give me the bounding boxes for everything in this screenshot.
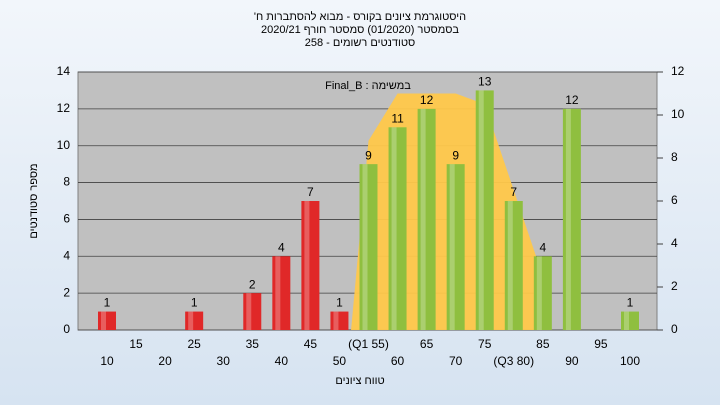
bar: [446, 164, 465, 330]
y2-tick-label: 0: [671, 322, 678, 336]
y-axis-label: מספר סטודנטים: [28, 163, 40, 238]
bar: [504, 201, 523, 330]
y2-tick-label: 8: [671, 150, 678, 164]
bar-highlight: [478, 90, 484, 330]
bar: [272, 256, 291, 330]
x-axis-label: טווח ציונים: [335, 375, 384, 387]
x-tick-label: 45: [304, 337, 318, 351]
y-tick-label: 12: [57, 101, 71, 115]
x-tick-label: 25: [187, 337, 201, 351]
x-tick-label: 100: [620, 354, 640, 368]
x-tick-label: 20: [158, 354, 172, 368]
x-tick-label: (Q1 55): [348, 337, 389, 351]
value-label: 1: [336, 296, 343, 310]
title: היסטוגרמת ציונים בקורס - מבוא להסתברות ח…: [254, 10, 466, 23]
bar: [301, 201, 320, 330]
bar-highlight: [333, 311, 339, 330]
x-tick-label: 35: [246, 337, 260, 351]
value-label: 4: [278, 240, 285, 254]
bar-highlight: [565, 108, 571, 330]
y-tick-label: 14: [57, 64, 71, 78]
value-label: 9: [365, 148, 372, 162]
y2-tick-label: 2: [671, 279, 678, 293]
y-tick-label: 4: [63, 248, 70, 262]
y2-tick-label: 6: [671, 193, 678, 207]
x-tick-label: 70: [449, 354, 463, 368]
x-tick-label: 40: [275, 354, 289, 368]
title: בסמסטר (01/2020) סמסטר חורף 2020/21: [261, 24, 459, 36]
value-label: 12: [565, 93, 579, 107]
bar: [359, 164, 378, 330]
value-label: 2: [249, 277, 256, 291]
value-label: 7: [510, 185, 517, 199]
x-tick-label: 15: [129, 337, 143, 351]
y2-tick-label: 4: [671, 236, 678, 250]
value-label: 9: [452, 148, 459, 162]
bar-highlight: [624, 311, 629, 330]
bar: [533, 256, 552, 330]
x-tick-label: 30: [217, 354, 231, 368]
x-tick-label: 65: [420, 337, 434, 351]
y-tick-label: 10: [57, 138, 71, 152]
value-label: 13: [478, 75, 492, 89]
bar: [417, 108, 436, 330]
bar-highlight: [188, 311, 194, 330]
title: סטודנטים רשומים - 258: [305, 37, 416, 49]
bar: [98, 311, 116, 330]
annotation: במשימה : Final_B: [325, 80, 411, 92]
value-label: 7: [307, 185, 314, 199]
bar-highlight: [362, 164, 368, 330]
bar: [621, 311, 639, 330]
x-tick-label: 60: [391, 354, 405, 368]
value-label: 1: [627, 296, 634, 310]
bar-highlight: [391, 127, 397, 331]
value-label: 4: [539, 240, 546, 254]
bar-highlight: [304, 201, 310, 330]
bar-highlight: [449, 164, 455, 330]
y-tick-label: 6: [63, 212, 70, 226]
x-tick-label: 95: [594, 337, 608, 351]
bar: [388, 127, 407, 331]
bar: [185, 311, 204, 330]
value-label: 1: [104, 296, 111, 310]
bar-highlight: [507, 201, 513, 330]
value-label: 12: [420, 93, 434, 107]
x-tick-label: 75: [478, 337, 492, 351]
bar-highlight: [246, 293, 252, 330]
value-label: 1: [191, 296, 198, 310]
y-tick-label: 8: [63, 175, 70, 189]
x-tick-label: 50: [333, 354, 347, 368]
bar-highlight: [101, 311, 106, 330]
x-tick-label: 90: [565, 354, 579, 368]
x-tick-label: (Q3 80): [493, 354, 534, 368]
bar: [475, 90, 494, 330]
x-tick-label: 85: [536, 337, 550, 351]
value-label: 11: [391, 111, 404, 125]
bar: [562, 108, 581, 330]
y2-tick-label: 12: [671, 64, 685, 78]
y2-tick-label: 10: [671, 107, 685, 121]
bar-highlight: [275, 256, 281, 330]
bar: [243, 293, 262, 330]
y-tick-label: 0: [63, 322, 70, 336]
bar: [330, 311, 349, 330]
y-tick-label: 2: [63, 285, 70, 299]
bar-highlight: [420, 108, 426, 330]
x-tick-label: 10: [100, 354, 114, 368]
bar-highlight: [536, 256, 542, 330]
